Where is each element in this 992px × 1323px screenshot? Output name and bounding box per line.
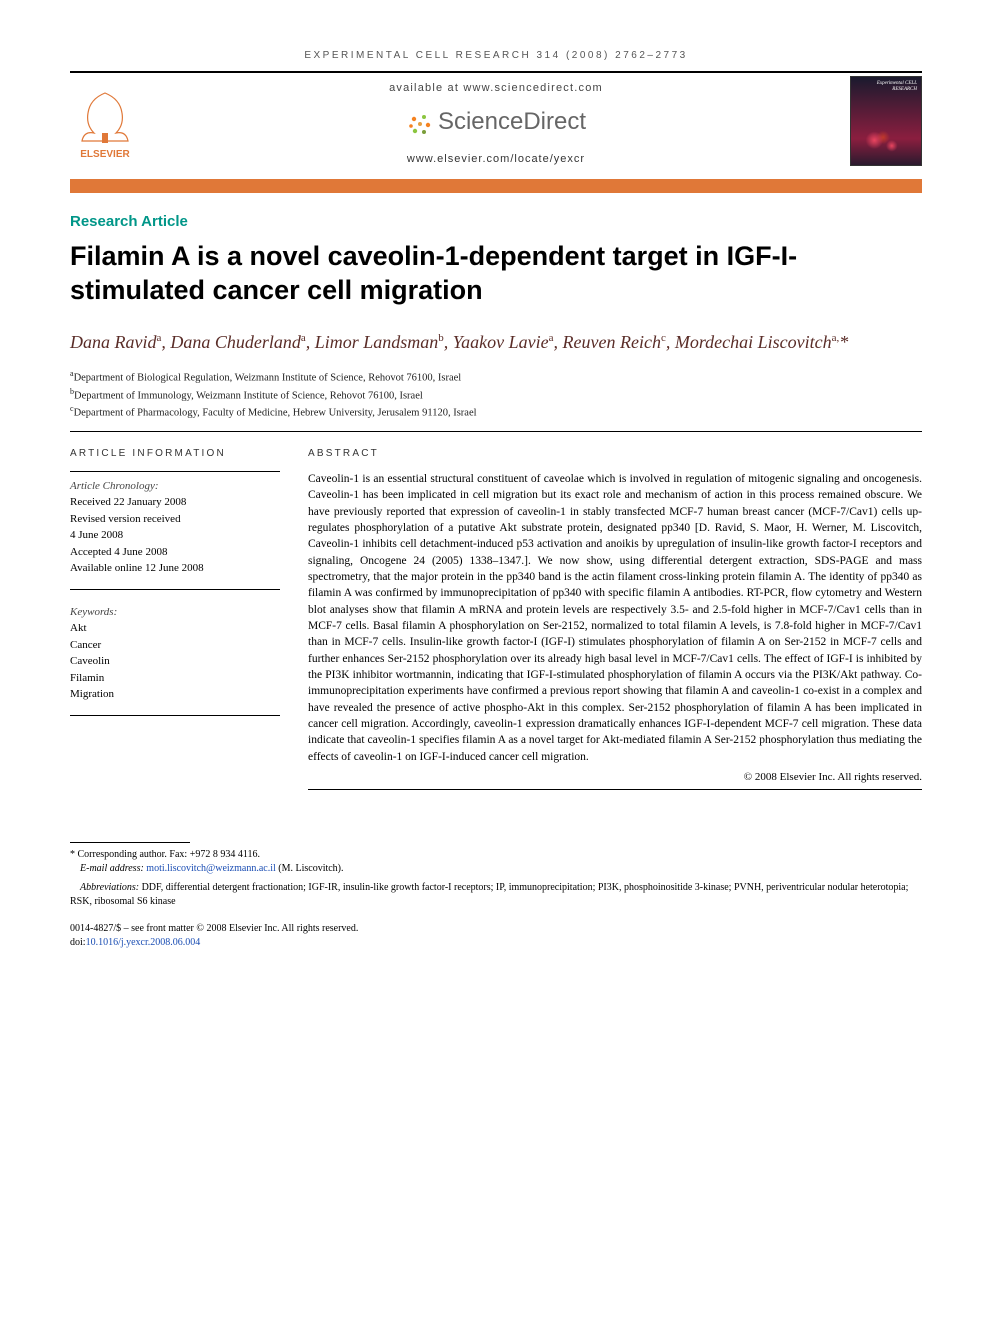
issn-line: 0014-4827/$ – see front matter © 2008 El… <box>70 922 922 937</box>
abstract-text: Caveolin-1 is an essential structural co… <box>308 471 922 765</box>
abbrev-text: DDF, differential detergent fractionatio… <box>70 882 908 908</box>
doi-link[interactable]: 10.1016/j.yexcr.2008.06.004 <box>86 937 201 948</box>
keyword-item: Cancer <box>70 637 280 654</box>
info-rule-1 <box>70 471 280 472</box>
abbreviations-line: Abbreviations: DDF, differential deterge… <box>70 881 922 910</box>
abstract-copyright: © 2008 Elsevier Inc. All rights reserved… <box>308 771 922 783</box>
journal-url[interactable]: www.elsevier.com/locate/yexcr <box>170 153 822 165</box>
keywords-label: Keywords: <box>70 604 280 621</box>
info-rule-3 <box>70 715 280 716</box>
footer-rule <box>70 842 190 843</box>
revised-date: 4 June 2008 <box>70 527 280 544</box>
sciencedirect-text: ScienceDirect <box>438 108 586 135</box>
keyword-item: Filamin <box>70 670 280 687</box>
keyword-item: Migration <box>70 686 280 703</box>
affiliation-item: bDepartment of Immunology, Weizmann Inst… <box>70 386 922 404</box>
journal-cover-thumbnail[interactable]: Experimental CELL RESEARCH <box>850 76 922 166</box>
abstract-heading: ABSTRACT <box>308 448 922 459</box>
info-rule-2 <box>70 589 280 590</box>
abstract-rule <box>308 789 922 790</box>
doi-label: doi: <box>70 937 86 948</box>
article-info-heading: ARTICLE INFORMATION <box>70 448 280 459</box>
journal-cover-title: Experimental CELL RESEARCH <box>855 81 917 92</box>
keyword-item: Caveolin <box>70 653 280 670</box>
elsevier-tree-icon: ELSEVIER <box>70 81 140 161</box>
top-rule <box>70 71 922 73</box>
affiliation-item: cDepartment of Pharmacology, Faculty of … <box>70 403 922 421</box>
abstract-column: ABSTRACT Caveolin-1 is an essential stru… <box>308 448 922 796</box>
author-list: Dana Ravida, Dana Chuderlanda, Limor Lan… <box>70 330 922 354</box>
article-title: Filamin A is a novel caveolin-1-dependen… <box>70 240 922 308</box>
revised-label: Revised version received <box>70 511 280 528</box>
sciencedirect-logo[interactable]: ScienceDirect <box>406 108 586 139</box>
section-label: Research Article <box>70 213 922 230</box>
keywords-block: Keywords: AktCancerCaveolinFilaminMigrat… <box>70 604 280 703</box>
header-row: ELSEVIER available at www.sciencedirect.… <box>70 76 922 171</box>
running-head: EXPERIMENTAL CELL RESEARCH 314 (2008) 27… <box>70 50 922 61</box>
footer-bottom: 0014-4827/$ – see front matter © 2008 El… <box>70 922 922 951</box>
affiliation-rule <box>70 431 922 432</box>
email-label: E-mail address: <box>80 863 146 874</box>
online-date: Available online 12 June 2008 <box>70 560 280 577</box>
article-info-column: ARTICLE INFORMATION Article Chronology: … <box>70 448 280 796</box>
chronology-label: Article Chronology: <box>70 478 280 495</box>
chronology-block: Article Chronology: Received 22 January … <box>70 478 280 577</box>
footer: * Corresponding author. Fax: +972 8 934 … <box>70 842 922 951</box>
elsevier-label: ELSEVIER <box>80 149 130 160</box>
header-center: available at www.sciencedirect.com Scien… <box>170 82 822 165</box>
received-date: Received 22 January 2008 <box>70 494 280 511</box>
email-suffix: (M. Liscovitch). <box>276 863 344 874</box>
keyword-item: Akt <box>70 620 280 637</box>
journal-cover-box: Experimental CELL RESEARCH <box>822 76 922 171</box>
affiliations: aDepartment of Biological Regulation, We… <box>70 368 922 421</box>
email-link[interactable]: moti.liscovitch@weizmann.ac.il <box>146 863 275 874</box>
orange-rule <box>70 179 922 193</box>
email-line: E-mail address: moti.liscovitch@weizmann… <box>70 862 922 877</box>
corresponding-author: * Corresponding author. Fax: +972 8 934 … <box>70 848 922 863</box>
affiliation-item: aDepartment of Biological Regulation, We… <box>70 368 922 386</box>
availability-text: available at www.sciencedirect.com <box>170 82 822 94</box>
abbrev-label: Abbreviations: <box>80 882 142 893</box>
sciencedirect-burst-icon <box>406 111 434 139</box>
elsevier-logo-box: ELSEVIER <box>70 81 170 166</box>
doi-line: doi:10.1016/j.yexcr.2008.06.004 <box>70 936 922 951</box>
accepted-date: Accepted 4 June 2008 <box>70 544 280 561</box>
